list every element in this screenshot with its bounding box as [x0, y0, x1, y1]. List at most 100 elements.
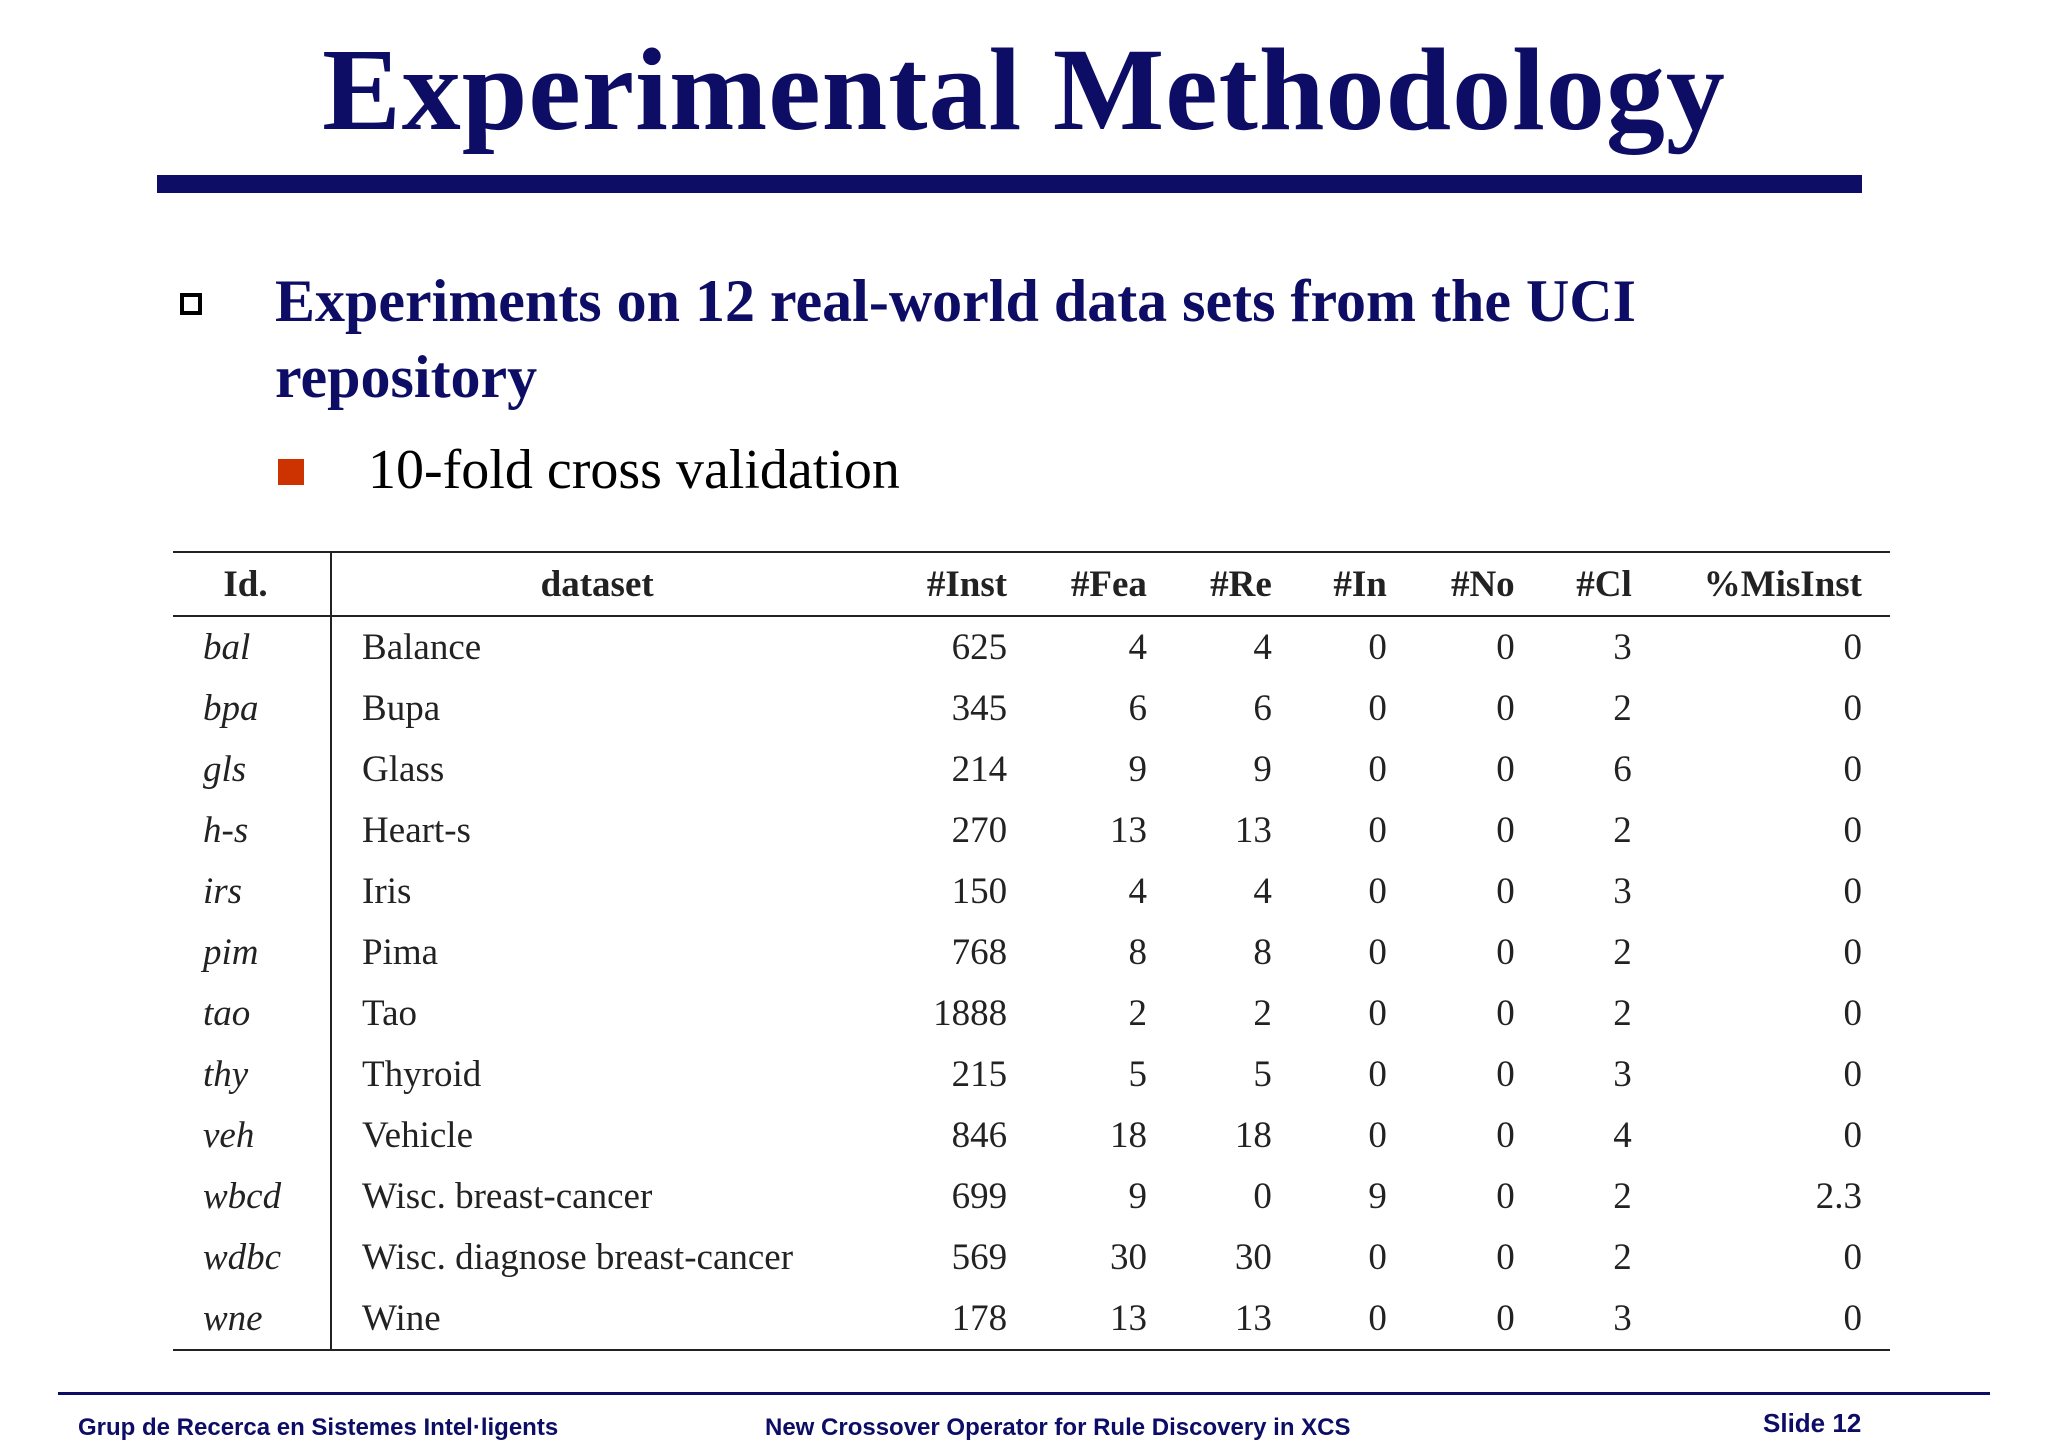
cell-fea: 9 — [1128, 749, 1147, 790]
cell-dataset: Tao — [362, 993, 417, 1034]
cell-fea: 30 — [1109, 1237, 1147, 1278]
cell-cl: 2 — [1613, 993, 1632, 1034]
cell-in: 0 — [1368, 627, 1387, 668]
cell-misinst: 0 — [1843, 627, 1863, 668]
cell-misinst: 0 — [1843, 993, 1863, 1034]
cell-inst: 178 — [951, 1298, 1008, 1339]
cell-id: bpa — [173, 678, 333, 739]
cell-dataset: Vehicle — [362, 1115, 473, 1156]
header-in: #In — [1333, 563, 1387, 605]
cell-cl: 2 — [1613, 810, 1632, 851]
cell-id: h-s — [173, 800, 333, 861]
cell-in: 0 — [1368, 993, 1387, 1034]
cell-inst: 625 — [951, 627, 1008, 668]
cell-id: gls — [173, 739, 333, 800]
cell-id: wdbc — [173, 1227, 333, 1288]
datasets-table: Id. dataset #Inst #Fea #Re #In #No #Cl %… — [173, 551, 1890, 1351]
cell-cl: 3 — [1613, 627, 1632, 668]
cell-re: 30 — [1234, 1237, 1272, 1278]
cell-no: 0 — [1496, 932, 1515, 973]
cell-inst: 699 — [951, 1176, 1008, 1217]
cell-cl: 3 — [1613, 1054, 1632, 1095]
cell-inst: 215 — [951, 1054, 1008, 1095]
cell-cl: 2 — [1613, 1176, 1632, 1217]
cell-fea: 6 — [1128, 688, 1147, 729]
cell-fea: 8 — [1128, 932, 1147, 973]
cell-re: 13 — [1234, 1298, 1272, 1339]
table-row: bpa Bupa 345 6 6 0 0 2 0 — [173, 678, 1890, 739]
cell-no: 0 — [1496, 1054, 1515, 1095]
cell-re: 4 — [1253, 627, 1272, 668]
cell-re: 2 — [1253, 993, 1272, 1034]
header-inst: #Inst — [926, 563, 1008, 605]
main-bullet-text: Experiments on 12 real-world data sets f… — [275, 268, 1636, 410]
cell-dataset: Wisc. breast-cancer — [362, 1176, 653, 1217]
table-row: gls Glass 214 9 9 0 0 6 0 — [173, 739, 1890, 800]
cell-misinst: 0 — [1843, 932, 1863, 973]
cell-dataset: Balance — [362, 627, 482, 668]
cell-inst: 150 — [951, 871, 1008, 912]
cell-id: tao — [173, 983, 333, 1044]
cell-id: bal — [173, 616, 333, 678]
sub-bullet-text: 10-fold cross validation — [368, 439, 900, 501]
cell-cl: 3 — [1613, 871, 1632, 912]
table-body: bal Balance 625 4 4 0 0 3 0 bpa Bupa 345 6 6 0 0 2 0 gls Gl… — [173, 616, 1890, 1350]
cell-id: wne — [173, 1288, 333, 1350]
cell-no: 0 — [1496, 1237, 1515, 1278]
cell-re: 13 — [1234, 810, 1272, 851]
cell-cl: 6 — [1613, 749, 1632, 790]
table-row: wdbc Wisc. diagnose breast-cancer 569 30 30 0… — [173, 1227, 1890, 1288]
cell-inst: 768 — [951, 932, 1008, 973]
cell-no: 0 — [1496, 627, 1515, 668]
cell-cl: 3 — [1613, 1298, 1632, 1339]
cell-inst: 1888 — [933, 993, 1008, 1034]
cell-misinst: 0 — [1843, 688, 1863, 729]
footer-divider — [58, 1392, 1990, 1395]
cell-re: 4 — [1253, 871, 1272, 912]
cell-no: 0 — [1496, 810, 1515, 851]
table-row: wne Wine 178 13 13 0 0 3 0 — [173, 1288, 1890, 1350]
cell-in: 0 — [1368, 871, 1387, 912]
table-row: pim Pima 768 8 8 0 0 2 0 — [173, 922, 1890, 983]
cell-in: 0 — [1368, 1298, 1387, 1339]
cell-inst: 270 — [951, 810, 1008, 851]
header-cl: #Cl — [1576, 563, 1632, 605]
cell-no: 0 — [1496, 1176, 1515, 1217]
cell-id: wbcd — [173, 1166, 333, 1227]
cell-no: 0 — [1496, 993, 1515, 1034]
datasets-table-container: Id. dataset #Inst #Fea #Re #In #No #Cl %… — [173, 551, 1890, 1351]
cell-in: 0 — [1368, 1054, 1387, 1095]
footer-presentation-title: New Crossover Operator for Rule Discover… — [765, 1414, 1351, 1441]
cell-dataset: Iris — [362, 871, 412, 912]
cell-fea: 4 — [1128, 627, 1147, 668]
cell-in: 0 — [1368, 749, 1387, 790]
table-row: wbcd Wisc. breast-cancer 699 9 0 9 0 2 2.3 — [173, 1166, 1890, 1227]
cell-in: 0 — [1368, 932, 1387, 973]
cell-re: 9 — [1253, 749, 1272, 790]
cell-in: 0 — [1368, 1237, 1387, 1278]
cell-cl: 2 — [1613, 1237, 1632, 1278]
cell-in: 0 — [1368, 1115, 1387, 1156]
header-fea: #Fea — [1070, 563, 1147, 605]
cell-dataset: Bupa — [362, 688, 441, 729]
cell-misinst: 0 — [1843, 1237, 1863, 1278]
cell-cl: 2 — [1613, 688, 1632, 729]
header-re: #Re — [1210, 563, 1272, 605]
header-id: Id. — [173, 552, 333, 616]
cell-misinst: 0 — [1843, 749, 1863, 790]
cell-misinst: 0 — [1843, 1115, 1863, 1156]
table-row: irs Iris 150 4 4 0 0 3 0 — [173, 861, 1890, 922]
cell-no: 0 — [1496, 871, 1515, 912]
table-row: tao Tao 1888 2 2 0 0 2 0 — [173, 983, 1890, 1044]
hollow-square-bullet-icon — [180, 293, 202, 315]
cell-misinst: 0 — [1843, 1298, 1863, 1339]
cell-in: 0 — [1368, 810, 1387, 851]
title-divider — [157, 175, 1862, 193]
cell-no: 0 — [1496, 749, 1515, 790]
cell-re: 0 — [1253, 1176, 1272, 1217]
cell-id: pim — [173, 922, 333, 983]
cell-inst: 846 — [951, 1115, 1008, 1156]
cell-dataset: Wine — [362, 1298, 441, 1339]
cell-re: 6 — [1253, 688, 1272, 729]
header-dataset: dataset — [540, 563, 654, 605]
